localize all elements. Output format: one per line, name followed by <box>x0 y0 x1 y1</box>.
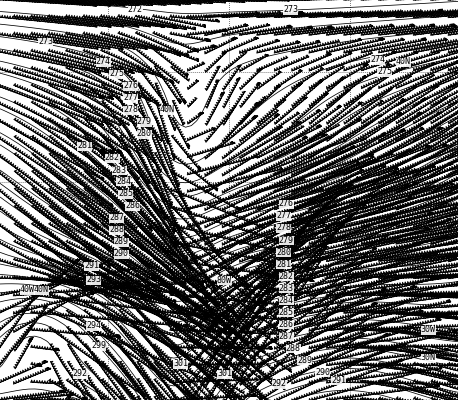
Text: 285: 285 <box>119 190 133 198</box>
Text: 290: 290 <box>114 250 129 258</box>
Text: 288: 288 <box>286 344 300 353</box>
Text: 276: 276 <box>279 200 294 208</box>
Text: 283: 283 <box>279 284 294 293</box>
Text: 275: 275 <box>377 68 392 76</box>
Text: 276: 276 <box>123 82 138 90</box>
Text: 40N: 40N <box>160 106 174 114</box>
Text: 274: 274 <box>371 56 385 64</box>
Text: 278: 278 <box>277 224 291 232</box>
Text: 279: 279 <box>137 118 152 126</box>
Text: 281: 281 <box>77 142 92 150</box>
Text: 40N: 40N <box>396 58 410 66</box>
Text: 279: 279 <box>279 236 294 245</box>
Text: 292: 292 <box>73 370 87 378</box>
Text: 299: 299 <box>91 342 106 350</box>
Text: 282: 282 <box>279 272 294 281</box>
Text: 281: 281 <box>277 260 291 269</box>
Text: 286: 286 <box>279 320 294 329</box>
Text: 287: 287 <box>109 214 124 222</box>
Text: 285: 285 <box>279 308 294 317</box>
Text: 293: 293 <box>87 276 101 284</box>
Text: 291: 291 <box>332 376 346 385</box>
Text: 273: 273 <box>38 38 53 46</box>
Text: 277: 277 <box>277 212 291 220</box>
Text: 289: 289 <box>297 356 312 365</box>
Text: 280: 280 <box>137 130 152 138</box>
Text: 286: 286 <box>125 202 140 210</box>
Text: 283: 283 <box>112 166 126 174</box>
Text: 40W: 40W <box>20 286 35 294</box>
Text: 273: 273 <box>284 6 298 14</box>
Text: 284: 284 <box>279 296 294 305</box>
Text: 30N: 30N <box>421 354 436 362</box>
Text: 30W: 30W <box>421 326 436 334</box>
Text: 294: 294 <box>87 322 101 330</box>
Text: 292: 292 <box>272 380 287 388</box>
Text: 274: 274 <box>96 58 110 66</box>
Text: 301: 301 <box>174 360 188 368</box>
Text: 280: 280 <box>277 248 291 257</box>
Text: 282: 282 <box>105 154 120 162</box>
Text: 277: 277 <box>123 94 138 102</box>
Text: 278: 278 <box>123 106 138 114</box>
Text: 275: 275 <box>109 70 124 78</box>
Text: 290: 290 <box>316 368 330 377</box>
Text: 40N: 40N <box>34 286 49 294</box>
Text: 288: 288 <box>109 226 124 234</box>
Text: 272: 272 <box>128 6 142 14</box>
Text: 287: 287 <box>279 332 294 341</box>
Text: 80W: 80W <box>217 276 232 285</box>
Text: 284: 284 <box>116 178 131 186</box>
Text: 301: 301 <box>217 370 232 378</box>
Text: 289: 289 <box>114 238 129 246</box>
Text: 291: 291 <box>84 262 99 270</box>
